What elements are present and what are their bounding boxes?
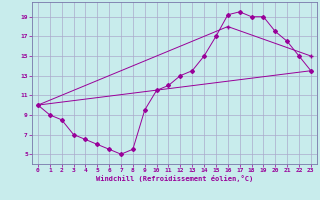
X-axis label: Windchill (Refroidissement éolien,°C): Windchill (Refroidissement éolien,°C) [96, 175, 253, 182]
